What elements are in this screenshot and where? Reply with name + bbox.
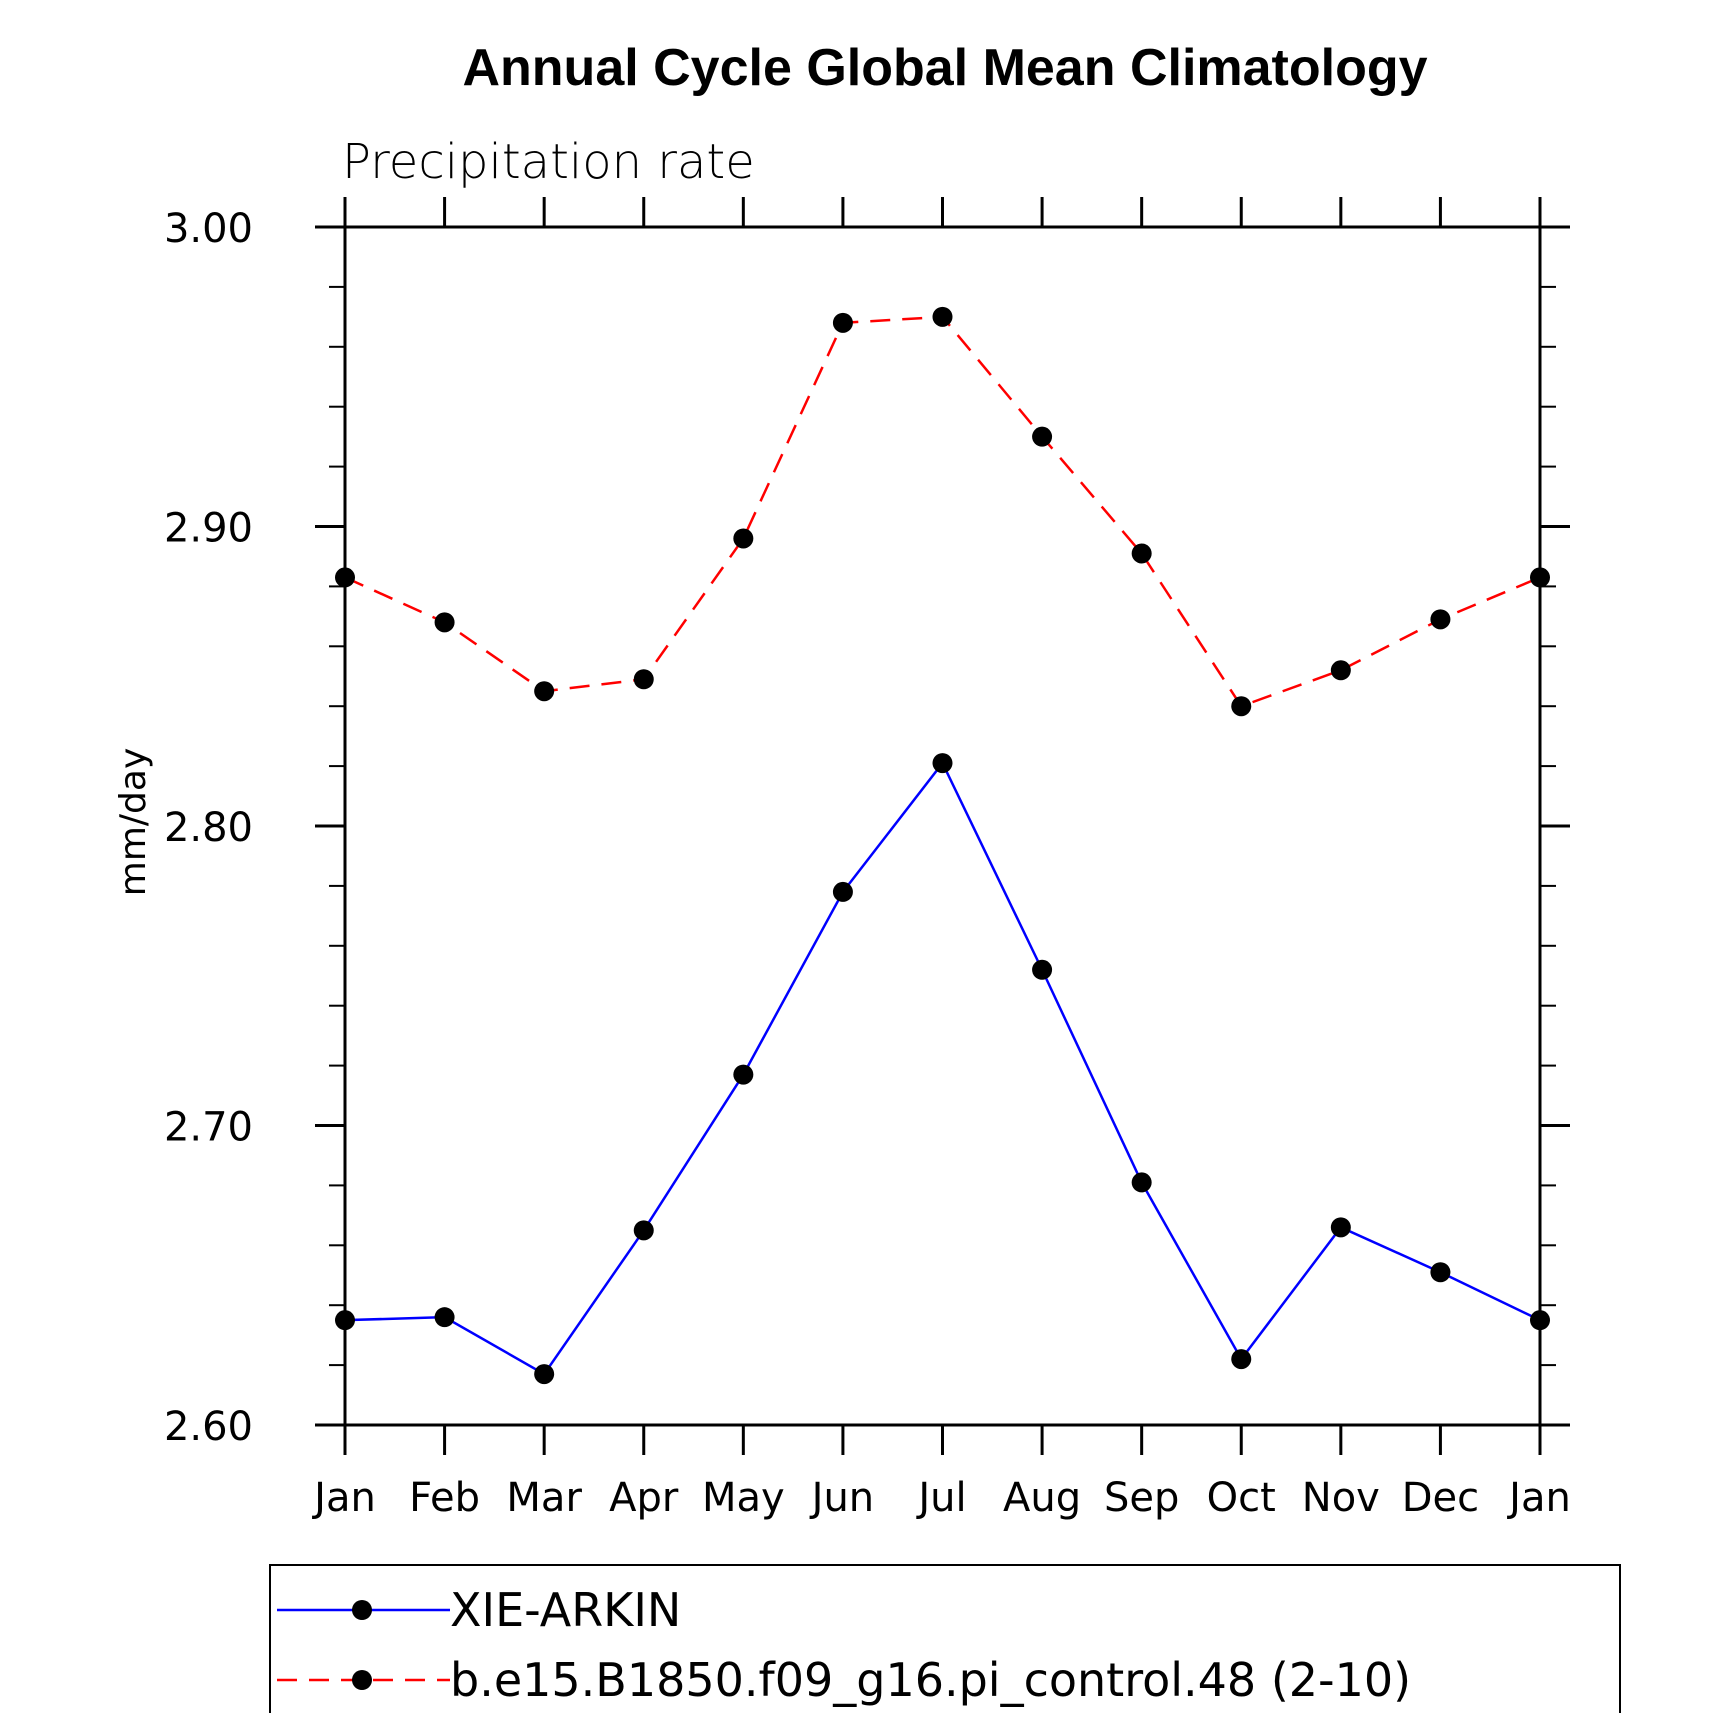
legend-label-xie-arkin: XIE-ARKIN [450,1583,681,1637]
series-1-point [1530,567,1550,588]
series-0-point [932,753,953,774]
x-tick-label: Nov [1302,1475,1380,1521]
series-1-point [1032,426,1053,447]
plot-frame [343,225,1542,1427]
series-1-point [1330,660,1351,681]
series-1-point [534,681,555,702]
x-tick-label: Apr [609,1475,679,1521]
x-tick-label: Oct [1207,1475,1276,1521]
x-tick-label: Jan [311,1475,376,1521]
series-1-point [335,567,355,588]
x-tick-label: Jul [915,1475,966,1521]
series-lines [344,315,1541,1376]
series-line-1 [344,315,1541,708]
minor-ticks [329,226,1556,1426]
series-0-point [434,1307,455,1328]
x-tick-label: May [702,1475,785,1521]
legend: XIE-ARKIN b.e15.B1850.f09_g16.pi_control… [269,1564,1621,1713]
series-1-point [1231,696,1252,717]
y-tick-label: 2.80 [164,805,253,851]
series-1-point [434,612,455,633]
series-points [335,306,1550,1385]
y-axis-label: mm/day [113,748,154,896]
x-tick-label: Sep [1104,1475,1179,1521]
series-0-point [1530,1310,1550,1331]
x-tick-label: Feb [409,1475,480,1521]
series-0-point [1430,1262,1451,1283]
x-tick-label: Mar [506,1475,582,1521]
chart-subtitle: Precipitation rate [342,134,755,190]
series-1-point [733,528,754,549]
legend-label-model: b.e15.B1850.f09_g16.pi_control.48 (2-10) [450,1653,1411,1707]
x-tick-label: Dec [1402,1475,1479,1521]
series-0-point [1131,1172,1152,1193]
series-0-point [1231,1349,1252,1370]
x-tick-label: Jan [1506,1475,1571,1521]
x-ticks: Jan Feb Mar Apr May Jun Jul Aug Sep Oct Nov Dec Jan [311,197,1571,1521]
series-1-point [832,312,853,333]
series-line-0 [344,760,1541,1376]
y-tick-label: 2.70 [164,1105,253,1151]
y-tick-label: 2.60 [164,1404,253,1450]
x-tick-label: Jun [809,1475,875,1521]
series-0-point [335,1310,355,1331]
y-tick-label: 3.00 [164,206,253,252]
series-0-point [633,1220,654,1241]
legend-marker-model [352,1670,372,1690]
series-1-point [932,306,953,327]
series-0-point [832,881,853,902]
series-0-point [733,1064,754,1085]
legend-box [269,1564,1621,1713]
series-1-point [1131,543,1152,564]
series-0-point [534,1364,555,1385]
series-1-point [1430,609,1451,630]
series-0-point [1032,959,1053,980]
legend-marker-xie-arkin [352,1600,372,1620]
y-ticks: 2.60 2.70 2.80 2.90 3.00 [164,206,1570,1450]
series-1-point [633,669,654,690]
chart-title: Annual Cycle Global Mean Climatology [462,39,1427,97]
y-tick-label: 2.90 [164,506,253,552]
series-0-point [1330,1217,1351,1238]
x-tick-label: Aug [1003,1475,1081,1521]
